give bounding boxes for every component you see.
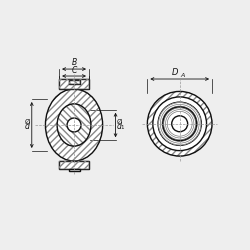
Circle shape (153, 97, 206, 150)
Ellipse shape (46, 89, 103, 161)
Text: C: C (71, 66, 77, 74)
Text: d: d (117, 122, 122, 131)
Text: Ø: Ø (25, 119, 30, 125)
Text: D: D (172, 68, 178, 76)
Circle shape (163, 107, 196, 141)
Text: 1: 1 (120, 125, 124, 130)
Bar (59, 78, 89, 89)
Ellipse shape (67, 118, 81, 132)
Text: Ø: Ø (117, 119, 122, 125)
Ellipse shape (57, 104, 91, 146)
Bar (68, 169, 80, 171)
Bar (59, 78, 89, 89)
Bar (68, 80, 80, 84)
Text: A: A (180, 72, 184, 78)
Text: B: B (72, 58, 77, 67)
Circle shape (172, 116, 188, 132)
Text: d: d (25, 122, 30, 131)
Bar (68, 80, 80, 84)
Bar (59, 161, 89, 169)
Bar (59, 161, 89, 169)
Circle shape (148, 92, 212, 156)
